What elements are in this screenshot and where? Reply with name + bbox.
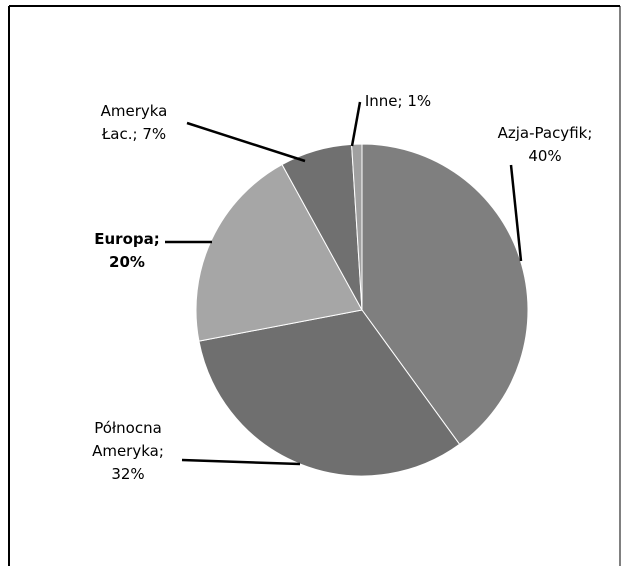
data-label-azja-pacyfik: Azja-Pacyfik; 40% [498, 124, 593, 165]
data-label-line: Ameryka; [92, 442, 164, 460]
leader-line-inne [350, 101, 362, 147]
data-labels: Azja-Pacyfik; 40% Północna Ameryka; 32% Europ… [92, 92, 592, 483]
data-label-europa: Europa; 20% [94, 230, 160, 271]
pie-slice-europa [195, 163, 363, 342]
data-label-line: 20% [109, 253, 145, 271]
data-label-line: 40% [528, 147, 561, 165]
leader-line-polnocna-ameryka [181, 458, 301, 466]
leader-line-azja-pacyfik [509, 164, 523, 262]
data-label-line: Północna [94, 419, 162, 437]
data-label-polnocna-ameryka: Północna Ameryka; 32% [92, 419, 164, 483]
data-label-line: 32% [111, 465, 144, 483]
data-label-ameryka-lac: Ameryka Łac.; 7% [101, 102, 168, 143]
data-label-line: Azja-Pacyfik; [498, 124, 593, 142]
pie-slice-polnocna-ameryka [198, 309, 461, 477]
leader-lines [165, 101, 523, 466]
data-label-line: Inne; 1% [365, 92, 431, 110]
data-label-line: Łac.; 7% [101, 125, 166, 143]
data-label-line: Ameryka [101, 102, 168, 120]
data-label-line: Europa; [94, 230, 160, 248]
leader-line-ameryka-lac [186, 121, 306, 163]
pie-slices [195, 143, 529, 477]
data-label-inne: Inne; 1% [365, 92, 431, 110]
